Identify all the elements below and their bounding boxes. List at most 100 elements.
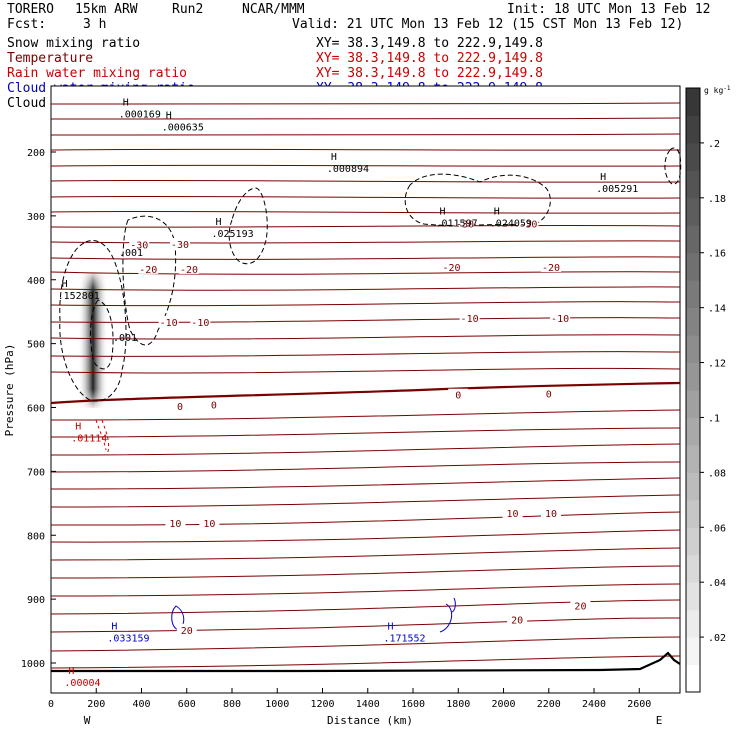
- colorbar-label-2: .16: [708, 249, 726, 260]
- y-tick-label-5: 700: [27, 467, 45, 478]
- max-value-3: .005291: [596, 184, 638, 195]
- field-name-0: Snow mixing ratio: [7, 36, 140, 51]
- temp-label-bg-8: [158, 315, 179, 327]
- field-name-2: Rain water mixing ratio: [7, 66, 187, 81]
- colorbar-band-16: [686, 225, 700, 254]
- max-value-9: .033159: [107, 633, 149, 644]
- y-tick-label-8: 1000: [21, 659, 45, 670]
- temp-label-bg-4: [138, 262, 159, 274]
- x-tick-label-9: 1800: [446, 699, 470, 710]
- colorbar-band-2: [686, 609, 700, 638]
- max-marker-10: H: [387, 621, 393, 632]
- max-marker-8: H: [75, 422, 81, 433]
- max-value-6: .025193: [211, 229, 253, 240]
- x-tick-label-11: 2200: [537, 699, 561, 710]
- header-model: TORERO: [7, 2, 54, 17]
- x-tick-label-8: 1600: [401, 699, 425, 710]
- colorbar-band-3: [686, 582, 700, 611]
- temp-label-bg-11: [550, 312, 571, 324]
- max-value-1: .000635: [162, 122, 204, 133]
- colorbar-label-3: .14: [708, 304, 726, 315]
- temp-label-bg-5: [179, 262, 200, 274]
- x-axis-label: Distance (km): [327, 714, 413, 727]
- temp-label-21: 20: [511, 616, 523, 627]
- temp-label-bg-10: [459, 312, 480, 324]
- temp-label-bg-6: [441, 260, 462, 272]
- temp-label-9: -10: [191, 318, 209, 329]
- colorbar-band-8: [686, 444, 700, 473]
- field-xy-1: XY= 38.3,149.8 to 222.9,149.8: [316, 51, 543, 66]
- colorbar-outline: [685, 87, 701, 693]
- max-value-7: .152801: [58, 291, 100, 302]
- max-marker-3: H: [600, 172, 606, 183]
- contour-label-001-b: .001: [113, 333, 137, 344]
- header: TORERO 15km ARW Run2 NCAR/MMM Init: 18 U…: [7, 2, 711, 32]
- colorbar-band-7: [686, 472, 700, 501]
- temp-label-10: -10: [461, 314, 479, 325]
- temp-label-bg-3: [518, 217, 539, 229]
- max-value-8: .01114: [71, 434, 107, 445]
- x-tick-label-6: 1200: [310, 699, 334, 710]
- header-run: Run2: [172, 2, 203, 17]
- temp-label-3: -30: [519, 220, 537, 231]
- colorbar-label-5: .1: [708, 413, 720, 424]
- temp-label-2: -30: [456, 220, 474, 231]
- max-value-2: .000894: [327, 164, 369, 175]
- x-tick-label-12: 2400: [582, 699, 606, 710]
- contour-label-001-a: .001: [119, 248, 143, 259]
- colorbar-band-9: [686, 417, 700, 446]
- header-fcst-label: Fcst:: [7, 17, 46, 32]
- x-tick-label-13: 2600: [627, 699, 651, 710]
- colorbar-band-10: [686, 390, 700, 418]
- temp-label-22: 20: [574, 602, 586, 613]
- max-marker-0: H: [123, 98, 129, 109]
- colorbar-band-0: [686, 664, 700, 693]
- temp-label-bg-9: [190, 315, 211, 327]
- max-marker-6: H: [215, 217, 221, 228]
- colorbar-label-6: .08: [708, 468, 726, 479]
- x-tick-label-5: 1000: [265, 699, 289, 710]
- zero-isotherm: [50, 381, 681, 405]
- temp-label-4: -20: [139, 265, 157, 276]
- west-label: W: [84, 714, 91, 727]
- temp-label-bg-17: [199, 517, 220, 529]
- temp-label-bg-20: [176, 623, 197, 635]
- y-tick-label-2: 400: [27, 276, 45, 287]
- maxima-labels: H.000169 H.000635H.000894H.005291H.011597…: [58, 98, 639, 689]
- colorbar-label-7: .06: [708, 523, 726, 534]
- temp-label-bg-12: [169, 400, 190, 412]
- header-org: NCAR/MMM: [242, 2, 305, 17]
- temp-label-0: -30: [130, 241, 148, 252]
- y-axis: 200 300 400 500 600 700 800 900 1000: [21, 148, 56, 670]
- temperature-labels: -30 -30 -30 -30 -20 -20 -20 -20 -10 -10 -10 -10 0 0 0 0…: [129, 217, 591, 637]
- temp-label-bg-7: [541, 260, 562, 272]
- temp-label-5: -20: [180, 265, 198, 276]
- y-tick-label-7: 900: [27, 595, 45, 606]
- temp-label-bg-15: [538, 387, 559, 399]
- max-value-5: .024059: [490, 218, 532, 229]
- colorbar-band-21: [686, 88, 700, 116]
- colorbar-band-19: [686, 142, 700, 171]
- x-tick-label-2: 400: [132, 699, 150, 710]
- y-tick-label-1: 300: [27, 212, 45, 223]
- temp-label-bg-0: [129, 238, 150, 250]
- x-tick-label-1: 200: [87, 699, 105, 710]
- max-value-11: .00004: [64, 678, 100, 689]
- max-value-0: .000169: [119, 110, 161, 121]
- temp-label-bg-14: [448, 388, 469, 400]
- temperature-isotherms: [50, 102, 681, 669]
- ice-snow-contours: [59, 147, 682, 402]
- colorbar-band-5: [686, 527, 700, 556]
- max-value-4: .011597: [435, 218, 477, 229]
- x-tick-label-10: 2000: [491, 699, 515, 710]
- temp-label-7: -20: [542, 263, 560, 274]
- colorbar-band-1: [686, 637, 700, 666]
- max-marker-4: H: [439, 206, 445, 217]
- temp-label-14: 0: [455, 391, 461, 402]
- temp-label-6: -20: [442, 263, 460, 274]
- rain-contours: [95, 419, 109, 453]
- temp-label-12: 0: [177, 402, 183, 413]
- max-marker-5: H: [494, 206, 500, 217]
- y-axis-label: Pressure (hPa): [3, 344, 16, 437]
